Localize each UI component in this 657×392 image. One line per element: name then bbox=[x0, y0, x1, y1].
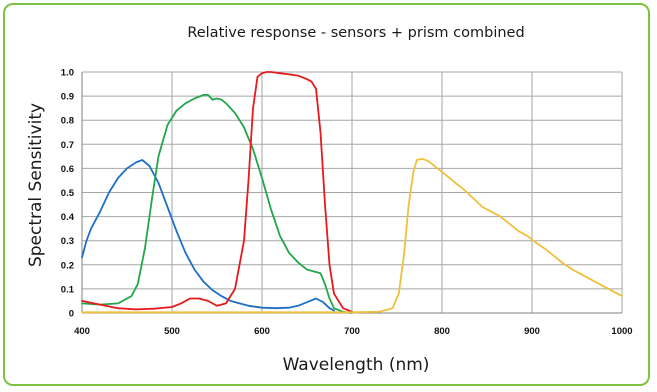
x-tick-label: 800 bbox=[434, 326, 450, 337]
y-tick-label: 0.4 bbox=[61, 212, 75, 223]
y-tick-label: 0 bbox=[69, 309, 74, 320]
x-tick-label: 500 bbox=[164, 326, 180, 337]
y-tick-label: 0.9 bbox=[61, 92, 74, 103]
x-tick-label: 600 bbox=[254, 326, 270, 337]
series-line-2 bbox=[81, 94, 353, 314]
y-axis-title: Spectral Sensitivity bbox=[26, 103, 46, 267]
series-line-4 bbox=[81, 157, 623, 314]
y-tick-label: 0.7 bbox=[61, 140, 74, 151]
chart-title: Relative response - sensors + prism comb… bbox=[187, 25, 524, 41]
y-tick-label: 0.8 bbox=[61, 116, 74, 127]
x-tick-label: 900 bbox=[524, 326, 540, 337]
series-line-3 bbox=[81, 71, 353, 313]
x-tick-label: 1000 bbox=[611, 326, 632, 337]
chart-frame bbox=[3, 3, 650, 386]
x-tick-label: 400 bbox=[74, 326, 90, 337]
tick-labels: 0 0.1 0.2 0.3 0.4 0.5 0.6 0.7 0.8 0.9 1.0 400 500 600… bbox=[61, 68, 633, 338]
y-tick-label: 0.1 bbox=[61, 284, 75, 295]
y-tick-label: 0.2 bbox=[61, 260, 74, 271]
x-axis-title: Wavelength (nm) bbox=[283, 355, 430, 375]
y-tick-label: 0.3 bbox=[61, 236, 74, 247]
x-tick-label: 700 bbox=[344, 326, 360, 337]
series-line-1 bbox=[81, 159, 335, 312]
y-tick-label: 0.6 bbox=[61, 164, 74, 175]
series-layer bbox=[81, 71, 623, 314]
y-tick-label: 0.5 bbox=[61, 188, 75, 199]
y-tick-label: 1.0 bbox=[61, 68, 74, 79]
